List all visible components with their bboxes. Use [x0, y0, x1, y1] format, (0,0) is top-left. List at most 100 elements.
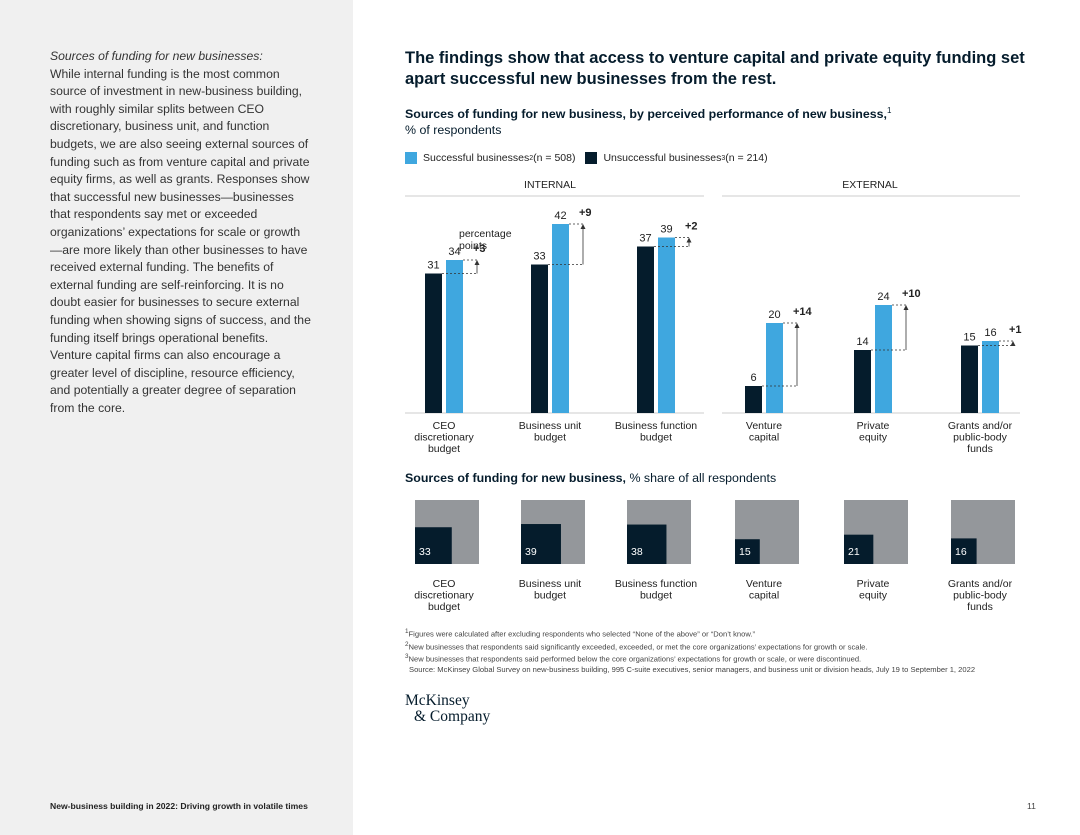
share-category-label: Grants and/or	[948, 578, 1013, 590]
bar-successful	[875, 305, 892, 413]
share-category-label: public-body	[953, 590, 1007, 602]
value-label-successful: 42	[554, 210, 566, 222]
category-label: CEO	[433, 420, 456, 432]
footnote-3-text: New businesses that respondents said per…	[408, 654, 862, 664]
share-category-label: Venture	[746, 578, 782, 590]
value-label-unsuccessful: 33	[533, 251, 545, 263]
value-label-unsuccessful: 14	[856, 336, 868, 348]
category-label: Business function	[615, 420, 697, 432]
share-square-fill	[627, 524, 667, 564]
share-category-label: equity	[859, 590, 888, 602]
group-label-external: EXTERNAL	[842, 179, 898, 191]
category-label: discretionary	[414, 432, 474, 444]
value-label-successful: 20	[768, 309, 780, 321]
share-category-label: Business unit	[519, 578, 582, 590]
share-category-label: Business function	[615, 578, 697, 590]
legend-n-successful: (n = 508)	[533, 152, 576, 164]
share-category-label: discretionary	[414, 590, 474, 602]
category-label: budget	[640, 432, 672, 444]
bar-successful	[766, 323, 783, 413]
share-category-label: budget	[534, 590, 566, 602]
annotation-points: points	[459, 240, 487, 252]
share-value: 39	[525, 546, 537, 558]
share-category-label: budget	[428, 601, 460, 613]
share-value: 15	[739, 546, 751, 558]
category-label: Grants and/or	[948, 420, 1013, 432]
diff-arrow-head	[903, 305, 909, 310]
share-category-label: capital	[749, 590, 779, 602]
share-square-fill	[521, 524, 561, 564]
chart-subtitle-bold: Sources of funding for new business, by …	[405, 107, 887, 122]
bar-unsuccessful	[425, 273, 442, 413]
category-label: Private	[857, 420, 890, 432]
bar-successful	[552, 224, 569, 413]
sidebar: Sources of funding for new businesses: W…	[0, 0, 353, 835]
difference-label: +1	[1009, 324, 1022, 336]
value-label-successful: 24	[877, 291, 889, 303]
share-square-fill	[735, 539, 760, 564]
category-label: budget	[534, 432, 566, 444]
share-subtitle-bold: Sources of funding for new business,	[405, 471, 626, 485]
group-label-internal: INTERNAL	[524, 179, 576, 191]
value-label-unsuccessful: 15	[963, 332, 975, 344]
legend-label-successful: Successful businesses	[423, 152, 530, 164]
share-value: 21	[848, 546, 860, 558]
legend-label-unsuccessful: Unsuccessful businesses	[603, 152, 722, 164]
difference-label: +14	[793, 306, 813, 318]
chart-subtitle: Sources of funding for new business, by …	[405, 103, 891, 138]
difference-label: +9	[579, 207, 592, 219]
share-subtitle: Sources of funding for new business, % s…	[405, 471, 776, 485]
footnote-2-text: New businesses that respondents said sig…	[408, 642, 868, 652]
footnote-1-text: Figures were calculated after excluding …	[408, 629, 756, 639]
legend-sup-unsuccessful: 3	[721, 154, 726, 162]
footnote-1: 1Figures were calculated after excluding…	[405, 628, 756, 639]
legend-swatch-unsuccessful	[585, 152, 598, 164]
chart-subtitle-unit: % of respondents	[405, 123, 502, 138]
difference-label: +2	[685, 221, 698, 233]
sidebar-text: Sources of funding for new businesses: W…	[50, 48, 312, 417]
category-label: public-body	[953, 432, 1007, 444]
value-label-unsuccessful: 6	[750, 372, 756, 384]
bar-unsuccessful	[745, 386, 762, 413]
bar-unsuccessful	[531, 264, 548, 413]
legend-n-unsuccessful: (n = 214)	[725, 152, 768, 164]
bar-successful	[446, 260, 463, 413]
share-value: 16	[955, 546, 967, 558]
legend-swatch-successful	[405, 152, 417, 164]
category-label: capital	[749, 432, 779, 444]
share-category-label: budget	[640, 590, 672, 602]
share-value: 33	[419, 546, 431, 558]
diff-arrow-head	[686, 237, 692, 243]
bar-unsuccessful	[961, 345, 978, 413]
sidebar-heading: Sources of funding for new businesses:	[50, 49, 263, 63]
difference-label: +10	[902, 288, 921, 300]
diff-arrow-head	[1010, 341, 1016, 346]
annotation-percentage: percentage	[459, 228, 512, 240]
category-label: funds	[967, 443, 993, 455]
legend-sup-successful: 2	[529, 154, 534, 162]
value-label-successful: 39	[660, 224, 672, 236]
source-note: Source: McKinsey Global Survey on new-bu…	[409, 664, 976, 674]
value-label-unsuccessful: 31	[427, 260, 439, 272]
diff-arrow-head	[794, 323, 800, 328]
diff-arrow-head	[580, 224, 586, 229]
footnotes: 1Figures were calculated after excluding…	[405, 627, 1005, 675]
value-label-successful: 16	[984, 327, 996, 339]
bar-successful	[982, 341, 999, 413]
footnote-marker: 1	[886, 106, 892, 115]
footer-title: New-business building in 2022: Driving g…	[50, 801, 308, 811]
value-label-successful: 34	[448, 246, 460, 258]
bar-unsuccessful	[637, 246, 654, 413]
logo-line-2: & Company	[414, 708, 491, 725]
share-square-fill	[951, 538, 977, 564]
legend-successful: Successful businesses 2 (n = 508)	[405, 152, 575, 164]
page-title: The findings show that access to venture…	[405, 49, 1025, 88]
sidebar-body: While internal funding is the most commo…	[50, 66, 311, 415]
mckinsey-logo: McKinsey & Company	[405, 693, 490, 725]
share-square-fill	[415, 527, 452, 564]
difference-label: +3	[473, 243, 486, 255]
share-category-label: Private	[857, 578, 890, 590]
chart-legend: Successful businesses 2 (n = 508) Unsucce…	[405, 152, 778, 164]
share-square-fill	[844, 534, 874, 564]
